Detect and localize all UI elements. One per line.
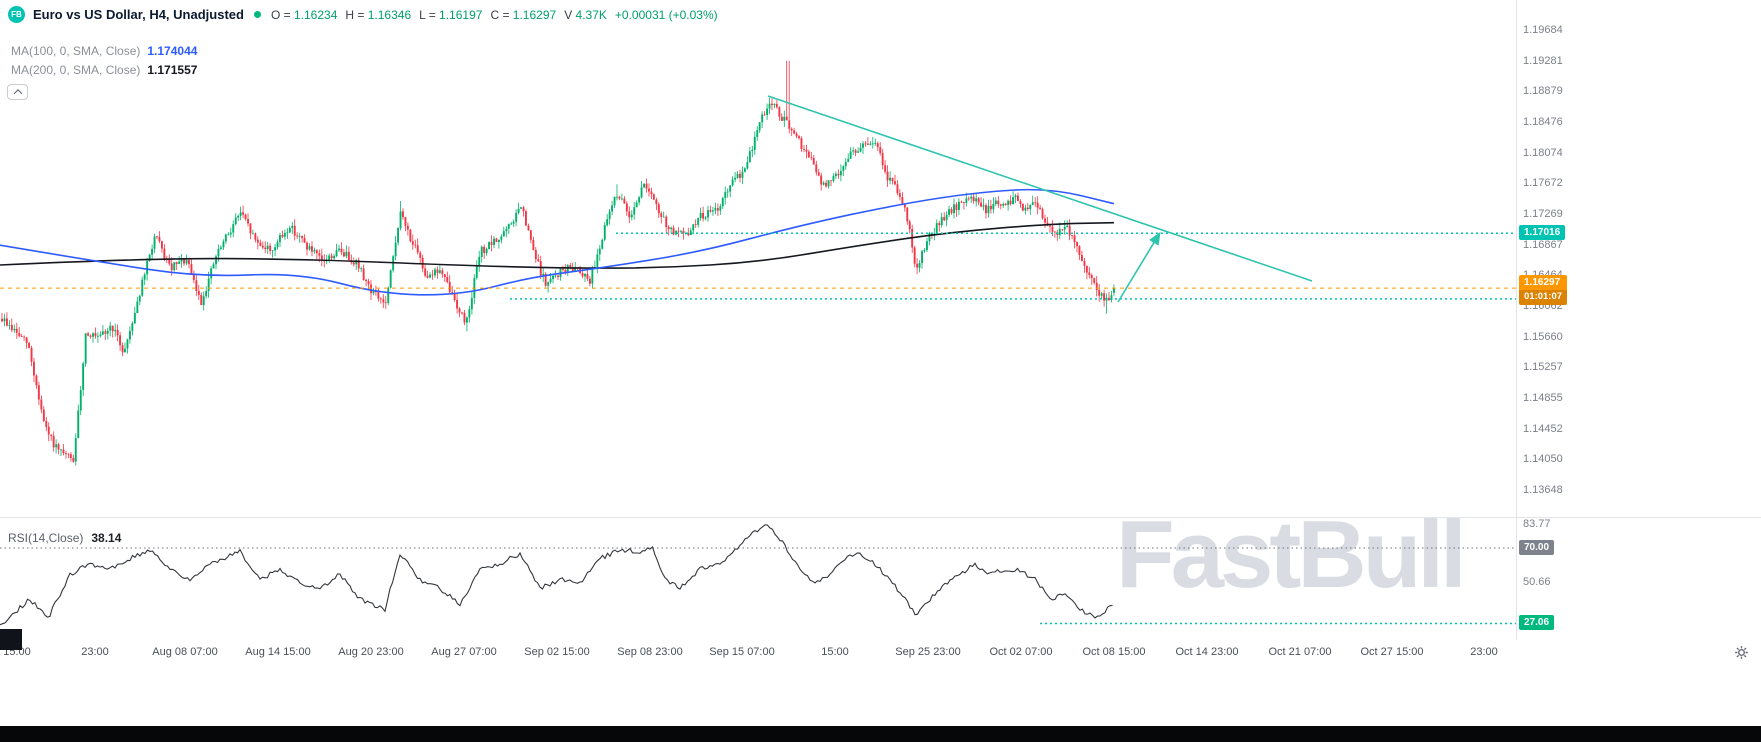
price-axis-label: 1.18476 — [1523, 116, 1563, 129]
ma200-label: MA(200, 0, SMA, Close) — [11, 62, 141, 77]
ohlc-item: H = 1.16346 — [345, 7, 412, 22]
ma100-value: 1.174044 — [147, 43, 198, 58]
ohlc-item: O = 1.16234 — [270, 7, 338, 22]
price-axis-label: 1.19281 — [1523, 54, 1563, 67]
price-axis-label: 1.18879 — [1523, 85, 1563, 98]
rsi-value: 38.14 — [91, 531, 122, 545]
countdown-timer: 01:01:07 — [1519, 289, 1568, 305]
rsi-axis-label: 50.66 — [1523, 576, 1551, 588]
price-axis-label: 1.14855 — [1523, 392, 1563, 404]
change-item: +0.00031 (+0.03%) — [614, 7, 718, 22]
time-axis-label: Oct 21 07:00 — [1268, 646, 1332, 658]
ma200-legend[interactable]: MA(200, 0, SMA, Close) 1.171557 — [8, 61, 201, 78]
time-axis-label: Aug 08 07:00 — [152, 646, 218, 658]
candlestick-series — [1, 60, 1115, 466]
ohlc-values: O = 1.16234 H = 1.16346 L = 1.16197 C = 1.1… — [271, 8, 726, 22]
symbol-title[interactable]: Euro vs US Dollar, H4, Unadjusted — [33, 7, 244, 22]
rsi-overbought-badge: 70.00 — [1519, 540, 1555, 555]
time-axis-label: Sep 08 23:00 — [617, 646, 683, 658]
rsi-axis-label: 83.77 — [1523, 517, 1551, 530]
time-axis-label: Aug 27 07:00 — [431, 646, 497, 658]
live-dot-icon — [253, 11, 261, 18]
price-axis-label: 1.15660 — [1523, 330, 1563, 343]
price-axis-label: 1.16867 — [1523, 238, 1563, 251]
time-axis-label: Aug 14 15:00 — [245, 646, 311, 658]
corner-block — [0, 629, 22, 650]
time-axis[interactable]: 15:00 23:00 Aug 08 07:00 Aug 14 15:00 Aug 20… — [0, 640, 1761, 668]
fastbull-logo[interactable]: FB — [8, 6, 25, 23]
current-price-text: 1.16297 — [1524, 276, 1561, 288]
time-axis-label: 23:00 — [81, 646, 109, 658]
time-axis-label: Sep 15 07:00 — [709, 646, 775, 658]
ohlc-item: L = 1.16197 — [419, 7, 483, 22]
price-axis-label: 1.13648 — [1523, 484, 1563, 496]
drawing-annotations[interactable] — [0, 95, 1516, 303]
bottom-bar — [0, 726, 1761, 742]
ohlc-item: C = 1.16297 — [490, 7, 557, 22]
time-axis-label: 23:00 — [1470, 646, 1498, 658]
rsi-label: RSI(14,Close) — [8, 531, 84, 545]
time-axis-label: Aug 20 23:00 — [338, 646, 404, 658]
price-axis-label: 1.14050 — [1523, 453, 1563, 466]
symbol-header: FB Euro vs US Dollar, H4, Unadjusted O =… — [8, 6, 726, 23]
watermark: FastBull — [1116, 501, 1467, 608]
rsi-legend[interactable]: RSI(14,Close) 38.14 — [8, 531, 121, 545]
volume-item: V 4.37K — [564, 7, 607, 22]
price-axis-label: 1.17269 — [1523, 208, 1563, 220]
price-axis-label: 1.14452 — [1523, 422, 1563, 435]
moving-average-lines — [0, 188, 1115, 296]
chevron-up-icon — [13, 89, 22, 98]
settings-gear-icon[interactable] — [1734, 645, 1749, 665]
collapse-indicators-button[interactable] — [7, 84, 28, 100]
price-axis-label: 1.15257 — [1523, 361, 1563, 374]
time-axis-label: Oct 14 23:00 — [1175, 646, 1239, 658]
ma200-value: 1.171557 — [147, 62, 198, 77]
ma100-legend[interactable]: MA(100, 0, SMA, Close) 1.174044 — [8, 42, 201, 59]
panel-separators — [0, 0, 1761, 641]
time-axis-label: Oct 02 07:00 — [989, 646, 1053, 658]
time-axis-label: Sep 02 15:00 — [524, 646, 590, 658]
rsi-level-badge: 27.06 — [1519, 615, 1555, 631]
time-axis-label: Oct 08 15:00 — [1082, 646, 1146, 658]
price-axis-label: 1.19684 — [1523, 24, 1563, 36]
ma100-label: MA(100, 0, SMA, Close) — [11, 43, 141, 58]
price-axis-label: 1.17672 — [1523, 177, 1563, 190]
price-axis-label: 1.18074 — [1523, 146, 1563, 159]
current-price-badge: 1.16297 01:01:07 — [1519, 275, 1568, 305]
price-axis[interactable]: 1.19684 1.19281 1.18879 1.18476 1.18074 1.176… — [1516, 0, 1761, 640]
level-price-badge: 1.17016 — [1519, 225, 1566, 241]
time-axis-label: Oct 27 15:00 — [1360, 646, 1424, 658]
time-axis-label: 15:00 — [821, 646, 849, 658]
rsi-series — [0, 524, 1516, 626]
time-axis-label: Sep 25 23:00 — [895, 646, 961, 658]
